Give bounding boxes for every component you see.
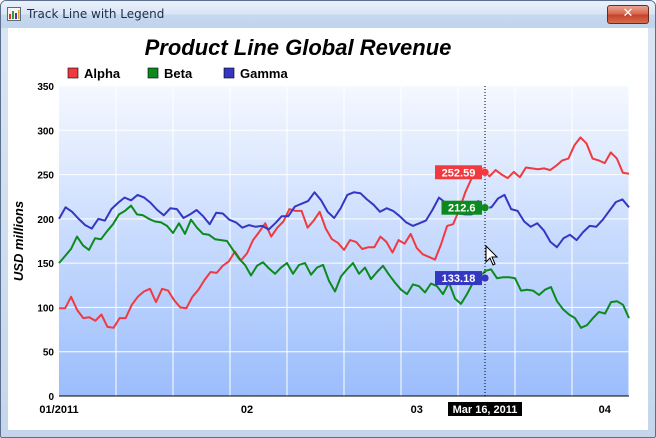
y-tick-label: 50	[43, 348, 55, 359]
track-point-beta	[480, 203, 490, 212]
series-line-gamma	[58, 191, 630, 249]
y-axis-label: USD millions	[11, 201, 26, 281]
legend-swatch-gamma	[223, 67, 235, 79]
chart-legend: Alpha Beta Gamma	[67, 66, 288, 81]
track-value-box-beta	[441, 200, 482, 215]
chart-client-area: Product Line Global Revenue Alpha Beta Gam…	[8, 28, 648, 430]
y-axis: 0 50 100 150 200 250 300 350	[37, 82, 54, 403]
x-tick-label: 02	[241, 404, 253, 416]
revenue-chart[interactable]: Product Line Global Revenue Alpha Beta Gam…	[8, 28, 648, 430]
track-value-label-beta: 212.6	[448, 203, 476, 215]
legend-label-alpha: Alpha	[84, 66, 121, 81]
y-tick-label: 300	[37, 126, 54, 137]
mouse-cursor-icon	[485, 244, 499, 266]
series-line-beta	[58, 204, 630, 329]
y-tick-label: 150	[37, 259, 54, 270]
x-tick-label: 03	[411, 404, 423, 416]
x-tick-label: 04	[599, 404, 612, 416]
y-tick-label: 350	[37, 82, 54, 93]
y-tick-label: 200	[37, 215, 54, 226]
y-tick-label: 250	[37, 171, 54, 182]
track-date-box	[448, 402, 522, 416]
chart-title: Product Line Global Revenue	[145, 35, 452, 60]
y-tick-label: 0	[48, 392, 54, 403]
track-date-label: Mar 16, 2011	[453, 404, 518, 416]
track-value-label-gamma: 133.18	[442, 273, 476, 285]
x-axis: 01/2011 02 03 04	[39, 395, 629, 416]
track-value-label-alpha: 252.59	[442, 167, 476, 179]
track-value-box-gamma	[435, 271, 482, 286]
series-line-alpha	[59, 136, 630, 329]
legend-swatch-beta	[147, 67, 159, 79]
legend-label-beta: Beta	[164, 66, 193, 81]
chart-app-icon	[7, 7, 21, 21]
track-line: Mar 16, 2011 252.59 212.6 133.18	[435, 86, 522, 416]
legend-swatch-alpha	[67, 67, 79, 79]
y-tick-label: 100	[37, 303, 54, 314]
close-button[interactable]: ✕	[607, 5, 649, 24]
track-value-box-alpha	[435, 165, 482, 180]
legend-label-gamma: Gamma	[240, 66, 288, 81]
close-icon: ✕	[622, 6, 634, 21]
title-bar[interactable]: Track Line with Legend ✕	[1, 1, 655, 28]
track-point-gamma	[480, 273, 490, 283]
window-title: Track Line with Legend	[27, 7, 165, 21]
x-tick-label: 01/2011	[39, 404, 78, 416]
track-point-alpha	[480, 168, 490, 177]
series-lines	[58, 136, 630, 329]
